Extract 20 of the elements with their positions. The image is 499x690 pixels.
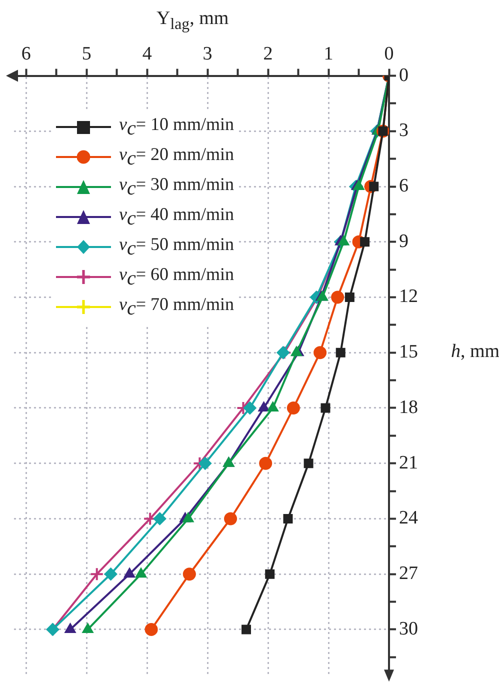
- y-tick-label: 12: [399, 286, 418, 308]
- x-tick-label: 4: [142, 43, 152, 64]
- x-axis-title: Y$_{lag}$, mm: [156, 8, 229, 34]
- x-tick-label: 3: [202, 43, 212, 64]
- y-tick-label: 15: [399, 342, 418, 363]
- x-tick-label: 0: [384, 43, 394, 64]
- y-tick-label: 3: [399, 120, 408, 142]
- x-tick-label: 6: [21, 43, 31, 64]
- y-tick-label: 21: [399, 452, 418, 474]
- y-axis-title: h, mm: [451, 340, 499, 363]
- x-tick-label: 5: [82, 43, 92, 64]
- y-tick-label: 24: [399, 508, 418, 529]
- y-tick-label: 27: [399, 563, 418, 584]
- y-tick-label: 0: [399, 64, 408, 86]
- y-tick-label: 18: [399, 396, 418, 418]
- y-tick-label: 9: [399, 230, 408, 252]
- x-tick-label: 2: [263, 43, 273, 64]
- x-tick-label: 1: [324, 43, 334, 64]
- y-tick-label: 30: [399, 618, 418, 640]
- y-tick-label: 6: [399, 176, 408, 197]
